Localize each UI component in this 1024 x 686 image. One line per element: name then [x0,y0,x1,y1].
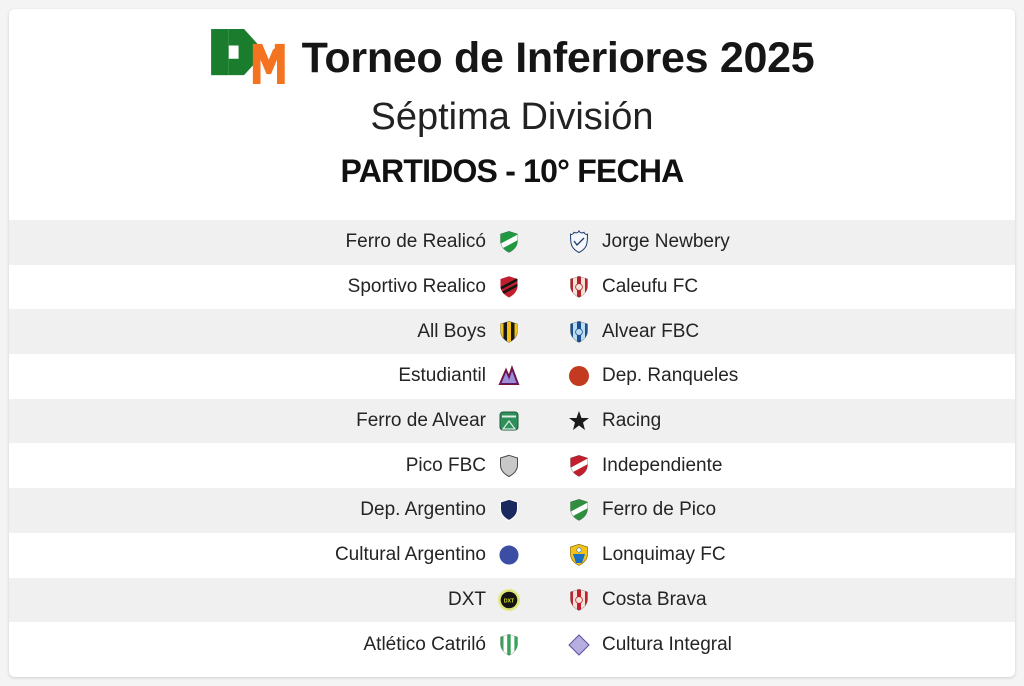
svg-text:DXT: DXT [504,598,515,604]
